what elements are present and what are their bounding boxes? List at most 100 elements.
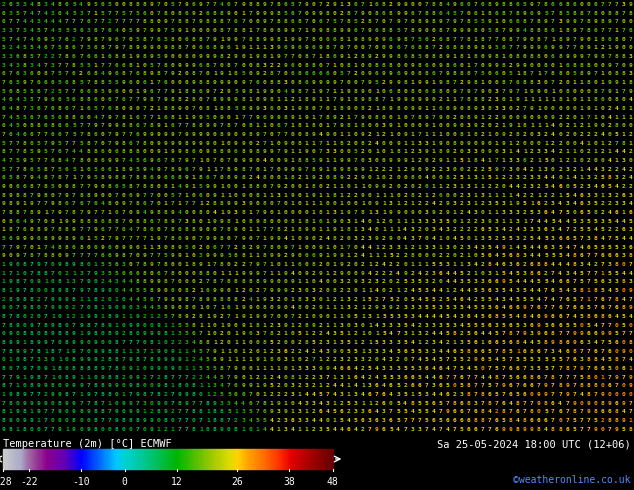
Text: 0: 0 xyxy=(184,279,188,284)
Text: 9: 9 xyxy=(86,427,90,432)
Text: 8: 8 xyxy=(467,401,470,406)
Text: 0: 0 xyxy=(311,314,315,319)
Text: 7: 7 xyxy=(453,366,456,371)
Text: 8: 8 xyxy=(396,149,400,154)
Text: 0: 0 xyxy=(129,305,133,310)
Text: 7: 7 xyxy=(107,132,111,137)
Text: 1: 1 xyxy=(304,201,308,206)
Text: 2: 2 xyxy=(51,54,55,59)
Text: 5: 5 xyxy=(410,366,414,371)
Text: 5: 5 xyxy=(354,349,358,354)
Text: 6: 6 xyxy=(453,418,456,423)
Text: 5: 5 xyxy=(460,158,463,163)
Text: 1: 1 xyxy=(368,262,372,267)
Text: 1: 1 xyxy=(143,410,146,415)
Text: 7: 7 xyxy=(417,10,421,16)
Text: 5: 5 xyxy=(184,331,188,337)
Text: 9: 9 xyxy=(234,54,238,59)
Text: 8: 8 xyxy=(551,331,555,337)
Text: 1: 1 xyxy=(424,262,428,267)
Text: 3: 3 xyxy=(488,270,491,276)
Text: 1: 1 xyxy=(361,349,365,354)
Text: 6: 6 xyxy=(551,54,555,59)
Text: 8: 8 xyxy=(453,331,456,337)
Text: 8: 8 xyxy=(241,149,245,154)
Text: 7: 7 xyxy=(213,305,217,310)
Text: 0: 0 xyxy=(30,427,34,432)
Text: 0: 0 xyxy=(51,193,55,197)
Text: 5: 5 xyxy=(573,427,576,432)
Text: 3: 3 xyxy=(551,236,555,241)
Text: 8: 8 xyxy=(227,297,231,302)
Text: 0: 0 xyxy=(241,219,245,223)
Text: 2: 2 xyxy=(453,392,456,397)
Text: 9: 9 xyxy=(241,80,245,85)
Text: 8: 8 xyxy=(65,236,69,241)
Text: 7: 7 xyxy=(586,279,590,284)
Text: 6: 6 xyxy=(199,45,203,50)
Text: 3: 3 xyxy=(311,366,315,371)
Text: 6: 6 xyxy=(382,10,386,16)
Text: 7: 7 xyxy=(509,357,513,363)
Text: 7: 7 xyxy=(16,305,20,310)
Text: 1: 1 xyxy=(361,305,365,310)
Text: 6: 6 xyxy=(453,410,456,415)
Text: 6: 6 xyxy=(453,63,456,68)
Bar xyxy=(65,449,66,468)
Text: 4: 4 xyxy=(621,297,625,302)
Text: 8: 8 xyxy=(269,80,273,85)
Text: 9: 9 xyxy=(157,279,160,284)
Text: 0: 0 xyxy=(184,384,188,389)
Text: 4: 4 xyxy=(417,297,421,302)
Text: 7: 7 xyxy=(79,184,83,189)
Text: 5: 5 xyxy=(2,89,6,94)
Text: 7: 7 xyxy=(9,375,13,380)
Text: 7: 7 xyxy=(114,97,118,102)
Text: 8: 8 xyxy=(586,28,590,33)
Text: 6: 6 xyxy=(579,305,583,310)
Text: 2: 2 xyxy=(593,132,597,137)
Text: 9: 9 xyxy=(44,227,48,232)
Text: 2: 2 xyxy=(558,167,562,172)
Text: 2: 2 xyxy=(389,167,393,172)
Text: 0: 0 xyxy=(326,314,330,319)
Text: 7: 7 xyxy=(361,28,365,33)
Text: 1: 1 xyxy=(171,323,174,328)
Text: 9: 9 xyxy=(269,37,273,42)
Text: 7: 7 xyxy=(501,366,505,371)
Text: 1: 1 xyxy=(276,97,280,102)
Text: 7: 7 xyxy=(488,37,491,42)
Text: 3: 3 xyxy=(283,106,287,111)
Text: 3: 3 xyxy=(600,167,604,172)
Text: 5: 5 xyxy=(551,357,555,363)
Text: 3: 3 xyxy=(382,418,386,423)
Text: 4: 4 xyxy=(607,288,611,293)
Text: 8: 8 xyxy=(192,427,196,432)
Text: 9: 9 xyxy=(424,80,428,85)
Text: 7: 7 xyxy=(276,71,280,76)
Text: 1: 1 xyxy=(474,37,477,42)
Text: 4: 4 xyxy=(593,340,597,345)
Text: 6: 6 xyxy=(438,375,442,380)
Text: 3: 3 xyxy=(621,158,625,163)
Text: 7: 7 xyxy=(100,115,104,120)
Text: 1: 1 xyxy=(495,210,498,215)
Text: 3: 3 xyxy=(354,357,358,363)
Text: 1: 1 xyxy=(290,323,294,328)
Bar xyxy=(129,449,131,468)
Text: 2: 2 xyxy=(283,184,287,189)
Text: 8: 8 xyxy=(23,193,27,197)
Text: 0: 0 xyxy=(410,71,414,76)
Text: 9: 9 xyxy=(593,19,597,24)
Bar xyxy=(87,449,89,468)
Bar xyxy=(145,449,146,468)
Bar xyxy=(150,449,152,468)
Text: 1: 1 xyxy=(234,357,238,363)
Text: 2: 2 xyxy=(269,63,273,68)
Text: 8: 8 xyxy=(184,297,188,302)
Text: 6: 6 xyxy=(290,418,294,423)
Text: 9: 9 xyxy=(319,167,323,172)
Text: 7: 7 xyxy=(213,63,217,68)
Text: 0: 0 xyxy=(248,236,252,241)
Text: 8: 8 xyxy=(107,392,111,397)
